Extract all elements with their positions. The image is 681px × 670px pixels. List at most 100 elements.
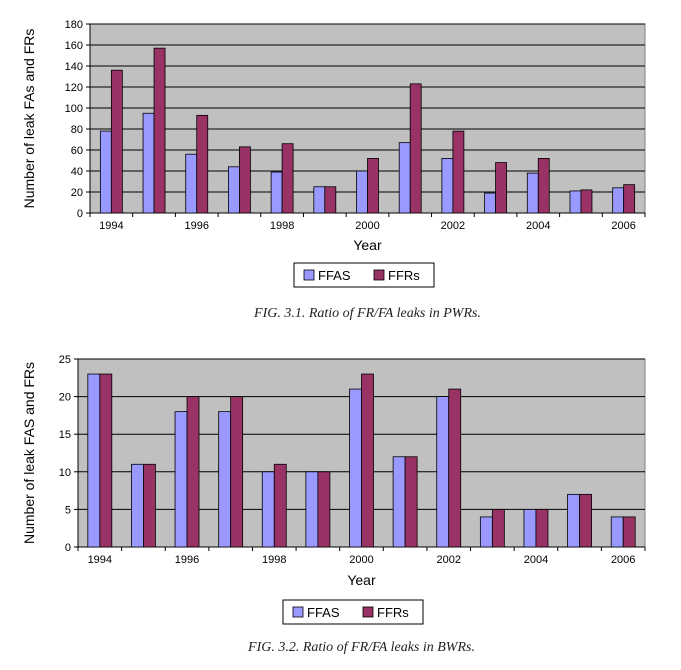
y-tick-label: 25 [59,354,71,366]
bar-ffas-1995 [131,463,144,548]
bar-ffas-1997 [218,411,232,548]
bar-ffrs-2006 [623,184,636,214]
x-axis-title: Year [347,572,376,588]
bar-ffas-1998 [261,471,275,548]
x-tick-label: 2004 [526,220,550,232]
bar-ffrs-2005 [580,189,593,214]
y-tick-label: 0 [65,542,71,554]
legend: FFAS FFRs [282,599,424,625]
x-tick-label: 1994 [99,220,123,232]
bar-ffrs-1994 [99,373,113,548]
bar-ffas-2005 [567,493,580,548]
x-tick-label: 1994 [88,554,112,566]
bar-ffrs-2006 [622,516,636,548]
bar-ffrs-2003 [495,162,507,214]
bar-ffas-1994 [87,373,101,548]
bar-ffrs-2003 [491,508,505,548]
bar-ffas-2001 [398,142,411,214]
y-tick-label: 15 [59,429,71,441]
y-tick-label: 140 [65,61,83,73]
bar-ffas-1999 [305,471,319,548]
bar-ffrs-2001 [404,456,418,548]
x-tick-label: 2000 [355,220,379,232]
y-tick-label: 40 [71,166,83,178]
bar-ffrs-2001 [409,83,422,214]
bar-ffas-2000 [356,170,368,214]
legend-box [293,262,435,288]
bar-ffrs-2002 [452,130,465,214]
y-tick-label: 120 [65,82,83,94]
bar-ffas-2002 [436,396,450,548]
bar-ffas-1997 [228,166,240,214]
y-axis-title: Number of leak FAS and FRs [21,362,37,544]
bar-ffas-2004 [526,172,539,214]
y-tick-label: 0 [77,208,83,220]
x-tick-label: 1996 [175,554,199,566]
bar-ffrs-2005 [579,493,592,548]
bar-ffrs-1996 [196,114,209,214]
figure-caption: FIG. 3.2. Ratio of FR/FA leaks in BWRs. [247,640,475,655]
bar-ffas-1996 [174,411,188,548]
bar-ffas-1996 [185,153,198,214]
bar-ffrs-1995 [153,47,166,214]
bar-ffrs-2004 [535,508,549,548]
legend-label-ffas: FFAS [318,268,351,283]
bar-ffas-2000 [349,388,362,548]
legend-swatch-ffrs [362,606,374,618]
y-tick-label: 5 [65,504,71,516]
legend-swatch-ffrs [373,269,385,281]
y-tick-label: 20 [71,187,83,199]
bar-ffas-2003 [479,516,493,548]
bar-ffrs-2004 [537,157,550,214]
bar-ffrs-2002 [448,388,462,548]
bar-ffas-1995 [142,112,155,214]
bar-ffas-1999 [313,186,326,214]
bar-ffas-2004 [523,508,537,548]
legend-box [282,599,424,625]
bar-ffrs-1994 [110,69,123,214]
figure-caption: FIG. 3.1. Ratio of FR/FA leaks in PWRs. [253,306,481,321]
y-axis-title: Number of leak FAs and FRs [21,29,37,209]
bar-ffrs-1997 [230,396,244,548]
bar-ffrs-1999 [317,471,331,548]
bar-ffas-2001 [392,456,406,548]
x-tick-label: 2000 [349,554,373,566]
y-tick-label: 10 [59,467,71,479]
bar-ffrs-2000 [361,373,374,548]
x-tick-label: 1996 [184,220,208,232]
bar-ffas-1998 [270,171,283,214]
x-tick-label: 2006 [611,554,635,566]
y-tick-label: 60 [71,145,83,157]
bar-ffas-1994 [99,130,112,214]
bar-ffas-2005 [569,190,582,214]
bar-ffrs-1998 [281,143,294,214]
legend-label-ffrs: FFRs [388,268,420,283]
y-tick-label: 80 [71,124,83,136]
x-tick-label: 2002 [436,554,460,566]
bar-ffas-2003 [484,192,496,214]
x-tick-label: 1998 [270,220,294,232]
chart-pwr: 0 20 40 60 80 100 120 140 160 180 1994 1996 1998 2000… [21,19,646,321]
bar-ffas-2006 [610,516,624,548]
y-tick-label: 20 [59,392,71,404]
legend-swatch-ffas [292,606,304,618]
bar-ffas-2006 [612,187,625,214]
bar-ffrs-2000 [367,157,379,214]
chart-bwr: 0 5 10 15 20 25 1994 1996 1998 2000 2002 2004 2006 Ye… [21,354,646,655]
x-tick-label: 2002 [441,220,465,232]
legend: FFAS FFRs [293,262,435,288]
y-tick-label: 180 [65,19,83,31]
bar-ffrs-1996 [186,396,200,548]
bar-ffrs-1999 [324,186,337,214]
x-axis-title: Year [353,237,382,253]
legend-swatch-ffas [303,269,315,281]
bar-ffrs-1997 [239,146,251,214]
y-tick-label: 160 [65,40,83,52]
bar-ffrs-1998 [273,463,287,548]
bar-ffrs-1995 [143,463,156,548]
x-tick-label: 1998 [262,554,286,566]
bar-ffas-2002 [441,157,454,214]
x-tick-label: 2006 [611,220,635,232]
legend-label-ffas: FFAS [307,605,340,620]
